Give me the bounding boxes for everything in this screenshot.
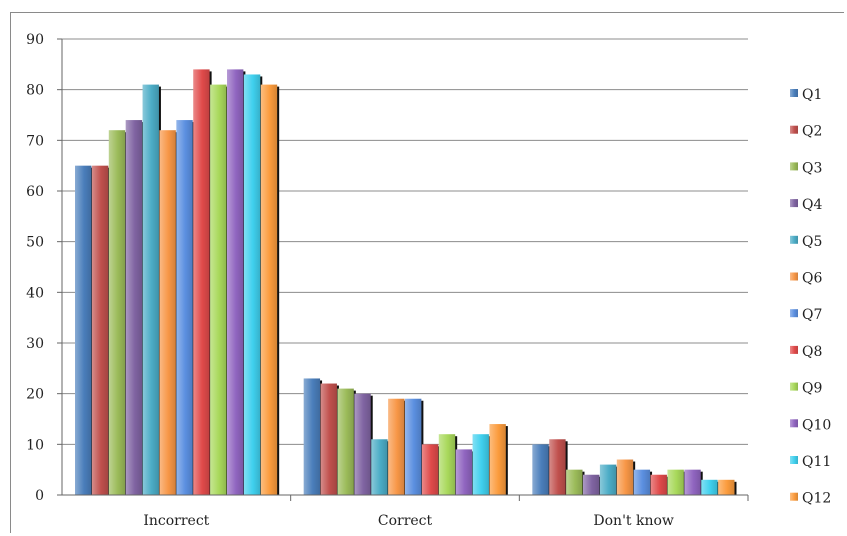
bar-q4-correct (354, 394, 370, 495)
legend-swatch-q7 (790, 309, 798, 317)
legend: Q1 Q2 Q3 Q4 Q5 Q6 Q7 Q8 Q9 Q10 Q11 Q12 (790, 87, 831, 507)
bar-q9-incorrect (210, 85, 226, 495)
y-tick-label: 90 (26, 32, 44, 48)
legend-swatch-q2 (790, 126, 798, 134)
bar-q9-correct (439, 434, 455, 495)
bar-q12-don-t-know (718, 480, 734, 495)
legend-label-q11: Q11 (802, 454, 831, 470)
y-tick-label: 30 (26, 336, 44, 352)
bar-q8-incorrect (193, 69, 209, 495)
bar-q2-correct (321, 384, 337, 495)
legend-label-q6: Q6 (802, 271, 822, 287)
legend-swatch-q10 (790, 419, 798, 427)
legend-swatch-q8 (790, 346, 798, 354)
bar-q7-correct (405, 399, 421, 495)
y-axis: 0 10 20 30 40 50 60 70 80 90 (26, 32, 62, 504)
bar-q12-correct (489, 424, 505, 495)
legend-label-q5: Q5 (802, 234, 822, 250)
legend-label-q10: Q10 (802, 417, 831, 433)
bar-q8-correct (422, 444, 438, 495)
y-tick-label: 10 (26, 437, 44, 453)
legend-label-q12: Q12 (802, 491, 831, 507)
bar-q6-correct (388, 399, 404, 495)
bar-q4-don-t-know (583, 475, 599, 495)
bar-q4-incorrect (126, 120, 142, 495)
legend-swatch-q12 (790, 493, 798, 501)
y-tick-label: 60 (26, 184, 44, 200)
legend-swatch-q4 (790, 199, 798, 207)
y-tick-label: 80 (26, 83, 44, 99)
bar-q10-don-t-know (684, 470, 700, 495)
bar-q3-incorrect (109, 130, 125, 495)
legend-label-q8: Q8 (802, 344, 822, 360)
bar-q7-incorrect (176, 120, 192, 495)
legend-swatch-q6 (790, 273, 798, 281)
legend-label-q9: Q9 (802, 381, 822, 397)
bar-q7-don-t-know (634, 470, 650, 495)
legend-swatch-q1 (790, 89, 798, 97)
bar-q1-don-t-know (532, 444, 548, 495)
bar-q10-incorrect (227, 69, 243, 495)
bar-q6-don-t-know (617, 460, 633, 495)
legend-swatch-q5 (790, 236, 798, 244)
legend-swatch-q11 (790, 456, 798, 464)
x-axis: Incorrect Correct Don't know (57, 495, 748, 529)
y-tick-label: 70 (26, 133, 44, 149)
x-category-label: Don't know (593, 513, 674, 529)
legend-swatch-q9 (790, 383, 798, 391)
bar-q11-don-t-know (701, 480, 717, 495)
legend-label-q7: Q7 (802, 307, 822, 323)
bar-q12-incorrect (261, 85, 277, 495)
bar-q6-incorrect (159, 130, 175, 495)
bar-q5-correct (371, 439, 387, 495)
bars (75, 69, 737, 495)
bar-q1-correct (304, 378, 320, 495)
bar-q11-correct (473, 434, 489, 495)
legend-label-q1: Q1 (802, 87, 822, 103)
legend-label-q2: Q2 (802, 124, 822, 140)
bar-q2-don-t-know (549, 439, 565, 495)
x-category-label: Incorrect (143, 513, 209, 529)
bar-q9-don-t-know (667, 470, 683, 495)
y-tick-label: 0 (35, 488, 44, 504)
bar-q5-incorrect (143, 85, 159, 495)
bar-q3-don-t-know (566, 470, 582, 495)
bar-q8-don-t-know (651, 475, 667, 495)
y-tick-label: 20 (26, 387, 44, 403)
bar-q1-incorrect (75, 166, 91, 495)
legend-swatch-q3 (790, 162, 798, 170)
y-tick-label: 40 (26, 285, 44, 301)
x-category-label: Correct (378, 513, 433, 529)
bar-q5-don-t-know (600, 465, 616, 495)
legend-label-q4: Q4 (802, 197, 822, 213)
bar-q3-correct (337, 389, 353, 495)
legend-label-q3: Q3 (802, 160, 822, 176)
y-tick-label: 50 (26, 235, 44, 251)
bar-q10-correct (456, 449, 472, 495)
bar-q11-incorrect (244, 74, 260, 495)
bar-q2-incorrect (92, 166, 108, 495)
